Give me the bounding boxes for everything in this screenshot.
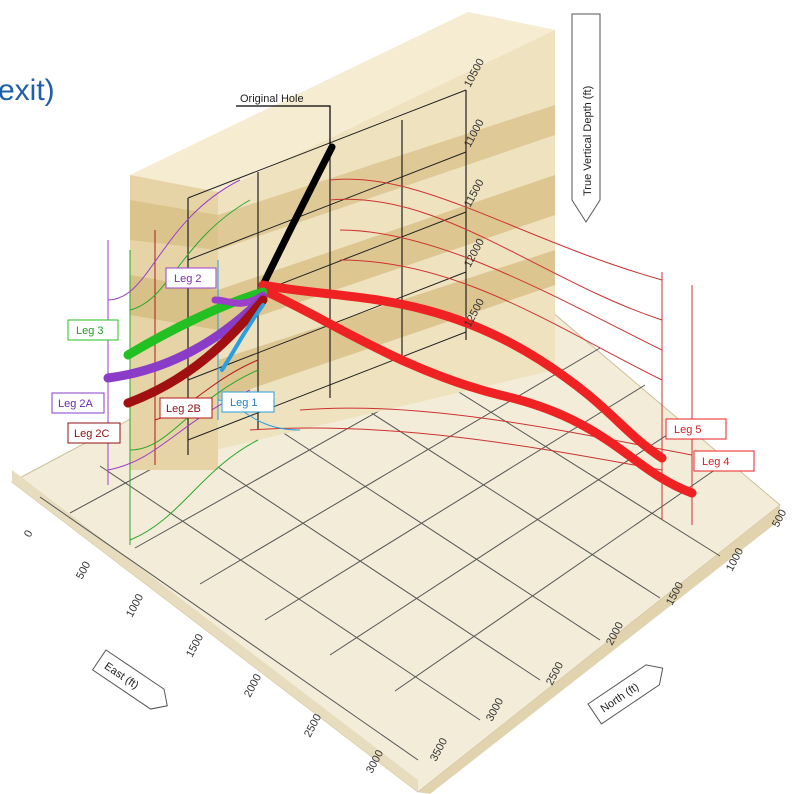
east-tick: 1000: [124, 592, 146, 619]
east-tick: 2500: [302, 712, 324, 739]
leg-2b-label: Leg 2B: [159, 397, 213, 419]
leg-2-label: Leg 2: [165, 267, 217, 289]
svg-text:Leg 4: Leg 4: [702, 456, 730, 468]
svg-text:Leg 2B: Leg 2B: [166, 403, 201, 415]
leg-5-label: Leg 5: [665, 418, 727, 440]
svg-text:Leg 2A: Leg 2A: [58, 398, 94, 410]
title-fragment: exit): [0, 74, 55, 107]
original-hole-trajectory: [259, 143, 336, 289]
leg-2b-trajectory: [123, 295, 268, 408]
floor-slab: [11, 239, 781, 794]
leg-2c-label: Leg 2C: [67, 422, 121, 444]
leg-4-label: Leg 4: [693, 450, 755, 472]
stratigraphy-wall: [130, 12, 555, 470]
leg-5-trajectory: [258, 280, 667, 463]
svg-text:Leg 2: Leg 2: [174, 273, 202, 285]
svg-text:Leg 3: Leg 3: [76, 325, 104, 337]
original-hole-callout: Original Hole: [236, 93, 331, 145]
east-tick: 0: [22, 528, 35, 539]
svg-text:Leg 1: Leg 1: [230, 397, 258, 409]
trajectories: [103, 143, 697, 498]
leg-2a-label: Leg 2A: [51, 392, 105, 414]
svg-text:Leg 5: Leg 5: [674, 424, 702, 436]
svg-text:Leg 2C: Leg 2C: [74, 428, 110, 440]
left-profile-frames: [107, 179, 301, 545]
leg-labels: Leg 3 Leg 2 Leg 2A Leg 2B Leg 2C Leg 1 L…: [51, 267, 755, 472]
east-tick: 1500: [184, 632, 206, 659]
north-axis-label: North (ft): [587, 664, 664, 725]
vertical-axis-title: True Vertical Depth (ft): [582, 86, 594, 196]
leg-1-trajectory: [220, 303, 265, 372]
vertical-axis-label: True Vertical Depth (ft): [571, 13, 601, 223]
east-axis-label: East (ft): [91, 649, 168, 710]
leg-3-trajectory: [123, 287, 268, 360]
east-tick: 500: [74, 560, 93, 582]
leg-4-trajectory: [258, 285, 697, 498]
leg-1-label: Leg 1: [221, 391, 275, 413]
east-tick: 2000: [242, 672, 264, 699]
original-hole-label: Original Hole: [240, 93, 304, 105]
leg-3-label: Leg 3: [67, 319, 119, 341]
